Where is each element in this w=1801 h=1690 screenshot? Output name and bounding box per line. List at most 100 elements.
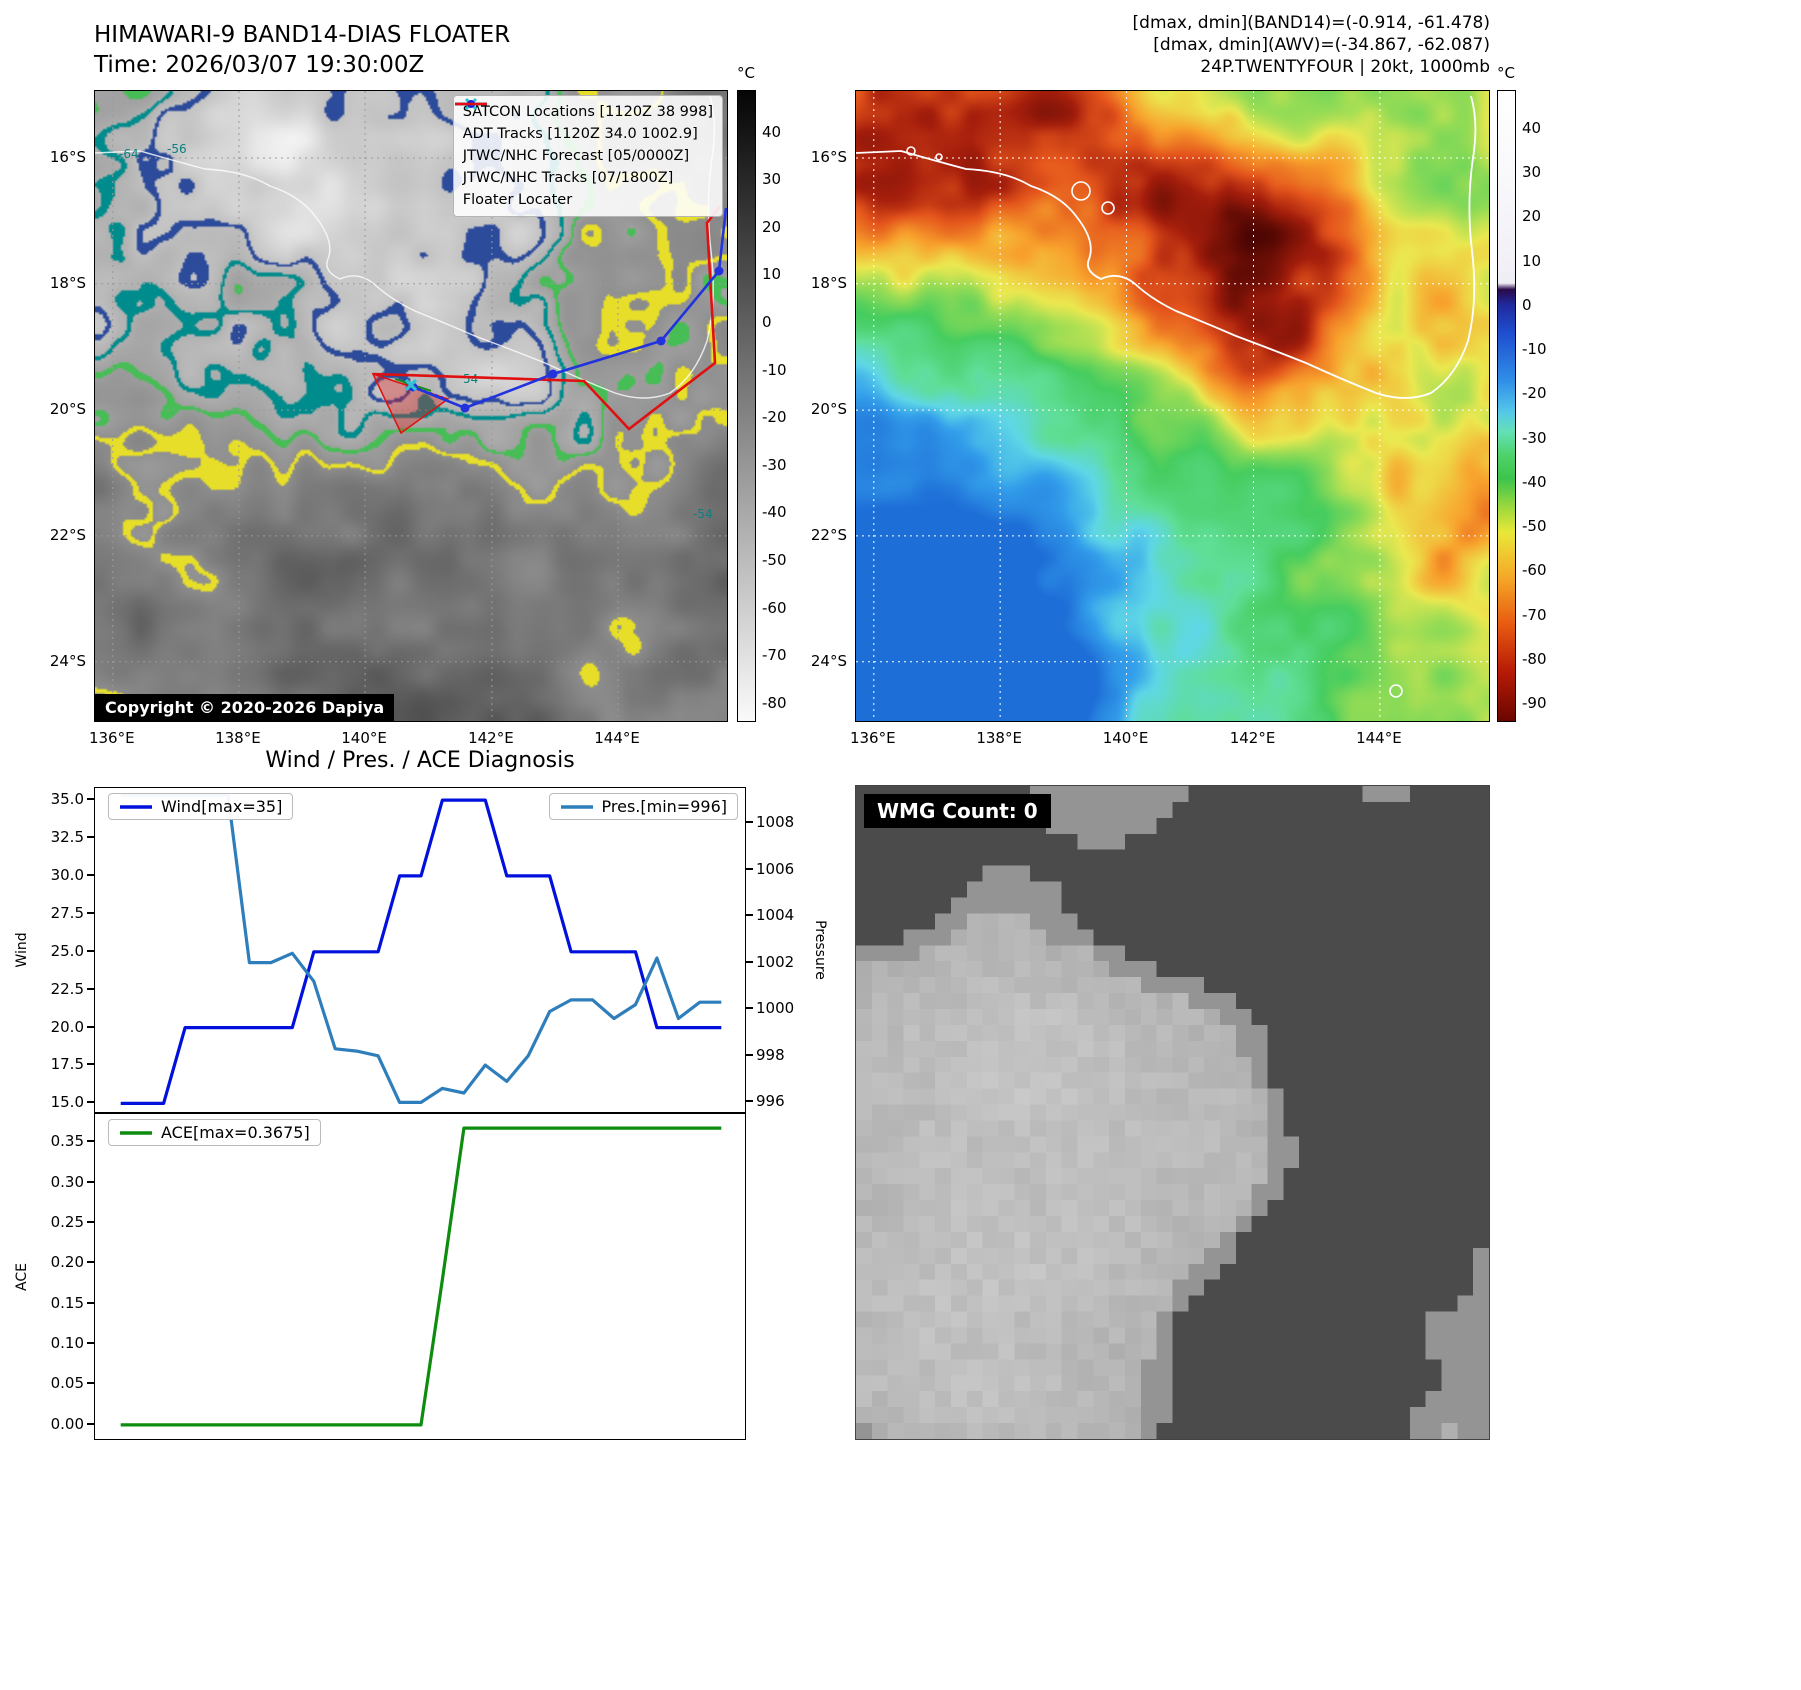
awv-colorbar-tick: -90 bbox=[1522, 694, 1547, 713]
wind-ytick-mark bbox=[87, 873, 94, 876]
awv-colorbar-tick: -80 bbox=[1522, 649, 1547, 668]
pressure-ytick-label: 1002 bbox=[756, 952, 795, 971]
wind-ytick-label: 35.0 bbox=[50, 790, 84, 809]
pressure-ytick-label: 998 bbox=[756, 1045, 785, 1064]
contour-value-label: -56 bbox=[167, 142, 187, 156]
wmg-pixel-map: WMG Count: 0 bbox=[855, 785, 1490, 1440]
awv-colorbar-tick: 40 bbox=[1522, 118, 1542, 137]
band14-colorbar-tick: -20 bbox=[762, 408, 787, 427]
ace-ytick-mark bbox=[87, 1301, 94, 1304]
legend-item-label: Floater Locater bbox=[462, 192, 573, 208]
contour-value-label: -54 bbox=[693, 507, 713, 521]
panel2-header: [dmax, dmin](BAND14)=(-0.914, -61.478) [… bbox=[1133, 12, 1490, 78]
band14-ir-satellite-map: Copyright © 2020-2026 Dapiya -64 -56 54 -54… bbox=[94, 90, 728, 722]
band14-colorbar-tick: 30 bbox=[762, 170, 782, 189]
lat-tick-label-band14: 24°S bbox=[49, 651, 86, 670]
ace-ytick-mark bbox=[87, 1261, 94, 1264]
panel2-storm-id: 24P.TWENTYFOUR | 20kt, 1000mb bbox=[1200, 57, 1490, 77]
wind-pressure-chart bbox=[94, 787, 746, 1113]
legend-item-4: Floater Locater bbox=[454, 102, 713, 211]
ace-legend: ACE[max=0.3675] bbox=[108, 1119, 321, 1146]
pressure-ytick-label: 1000 bbox=[756, 999, 795, 1018]
ace-ytick-label: 0.30 bbox=[50, 1172, 84, 1191]
lat-tick-label-awv: 20°S bbox=[810, 400, 847, 419]
legend-item-label: SATCON Locations [1120Z 38 998] bbox=[462, 104, 713, 120]
lat-tick-label-awv: 22°S bbox=[810, 525, 847, 544]
ace-ytick-mark bbox=[87, 1342, 94, 1345]
awv-colorbar-tick: -10 bbox=[1522, 340, 1547, 359]
wind-ytick-mark bbox=[87, 836, 94, 839]
wind-ytick-mark bbox=[87, 1063, 94, 1066]
wind-ytick-mark bbox=[87, 987, 94, 990]
band14-colorbar-tick: 10 bbox=[762, 265, 782, 284]
pressure-ytick-mark bbox=[746, 867, 753, 870]
lon-tick-label-awv: 138°E bbox=[976, 729, 1022, 747]
lon-tick-label-awv: 144°E bbox=[1356, 729, 1402, 747]
lat-tick-label-band14: 18°S bbox=[49, 273, 86, 292]
wind-ytick-mark bbox=[87, 798, 94, 801]
ace-ytick-mark bbox=[87, 1221, 94, 1223]
legend-item-3: JTWC/NHC Tracks [07/1800Z] bbox=[454, 100, 713, 189]
band14-colorbar-tick: 20 bbox=[762, 217, 782, 236]
lon-tick-label-awv: 136°E bbox=[849, 729, 896, 747]
awv-colorbar-tick: 10 bbox=[1522, 251, 1542, 270]
legend-item-1: ADT Tracks [1120Z 34.0 1002.9] bbox=[454, 102, 713, 145]
wind-ytick-label: 20.0 bbox=[50, 1017, 84, 1036]
legend-line-swatch bbox=[120, 804, 152, 809]
lon-tick-label-awv: 140°E bbox=[1102, 729, 1149, 747]
band14-colorbar-tick: -40 bbox=[762, 503, 787, 522]
copyright-label: Copyright © 2020-2026 Dapiya bbox=[95, 694, 395, 721]
ace-ytick-mark bbox=[87, 1180, 94, 1183]
wmg-count-badge: WMG Count: 0 bbox=[864, 794, 1051, 828]
wind-ytick-mark bbox=[87, 949, 94, 952]
band14-map-legend: SATCON Locations [1120Z 38 998] ADT Track… bbox=[452, 95, 723, 217]
pressure-ytick-label: 1008 bbox=[756, 812, 795, 831]
ace-ytick-label: 0.15 bbox=[50, 1293, 84, 1312]
legend-label: ACE[max=0.3675] bbox=[161, 1123, 310, 1142]
wind-ytick-label: 27.5 bbox=[50, 903, 84, 922]
band14-colorbar-tick: -80 bbox=[762, 693, 787, 712]
wind-ytick-label: 32.5 bbox=[50, 828, 84, 847]
band14-colorbar-tick: -60 bbox=[762, 598, 787, 617]
ace-axis-label: ACE bbox=[14, 1262, 30, 1291]
band14-colorbar-unit: °C bbox=[737, 64, 755, 82]
ace-ytick-mark bbox=[87, 1140, 94, 1143]
pressure-ytick-mark bbox=[746, 914, 753, 917]
wind-legend: Wind[max=35] bbox=[108, 793, 294, 820]
awv-colorbar-tick: -40 bbox=[1522, 472, 1547, 491]
contour-value-label: -64 bbox=[119, 147, 139, 161]
line-legend-swatch bbox=[454, 102, 487, 106]
awv-colorbar-unit: °C bbox=[1497, 64, 1515, 82]
wmg-pixel-image bbox=[856, 786, 1489, 1439]
legend-label: Wind[max=35] bbox=[161, 797, 283, 816]
band14-colorbar-tick: 40 bbox=[762, 122, 782, 141]
awv-colorbar-tick: -30 bbox=[1522, 428, 1547, 447]
lat-tick-label-awv: 16°S bbox=[810, 147, 847, 166]
band14-colorbar-tick: -30 bbox=[762, 455, 787, 474]
ace-ytick-mark bbox=[87, 1422, 94, 1425]
pressure-ytick-mark bbox=[746, 960, 753, 963]
pressure-ytick-mark bbox=[746, 1100, 753, 1103]
panel2-band14-stats: [dmax, dmin](BAND14)=(-0.914, -61.478) bbox=[1132, 13, 1490, 33]
lon-tick-label-band14: 136°E bbox=[88, 729, 135, 747]
pressure-ytick-label: 996 bbox=[756, 1092, 785, 1111]
legend-line-swatch bbox=[560, 804, 593, 809]
contour-value-label: 54 bbox=[463, 372, 478, 386]
pressure-ytick-mark bbox=[746, 1053, 753, 1056]
chart-title: Wind / Pres. / ACE Diagnosis bbox=[265, 748, 575, 773]
ace-ytick-mark bbox=[87, 1382, 94, 1385]
awv-image bbox=[856, 91, 1489, 721]
band14-colorbar-tick: -70 bbox=[762, 646, 787, 665]
pressure-axis-label: Pressure bbox=[812, 920, 828, 980]
lat-tick-label-band14: 16°S bbox=[49, 147, 86, 166]
ace-ytick-label: 0.05 bbox=[50, 1374, 84, 1393]
panel1-title: HIMAWARI-9 BAND14-DIAS FLOATER bbox=[94, 22, 511, 48]
legend-item-0: SATCON Locations [1120Z 38 998] bbox=[462, 97, 713, 123]
legend-item-label: JTWC/NHC Tracks [07/1800Z] bbox=[462, 170, 674, 186]
awv-colorbar-tick: 20 bbox=[1522, 207, 1542, 226]
lon-tick-label-band14: 144°E bbox=[594, 729, 640, 747]
wind-ytick-label: 25.0 bbox=[50, 941, 84, 960]
wind-ytick-label: 17.5 bbox=[50, 1055, 84, 1074]
ace-ytick-label: 0.35 bbox=[50, 1132, 84, 1151]
wind-ytick-mark bbox=[87, 1025, 94, 1028]
